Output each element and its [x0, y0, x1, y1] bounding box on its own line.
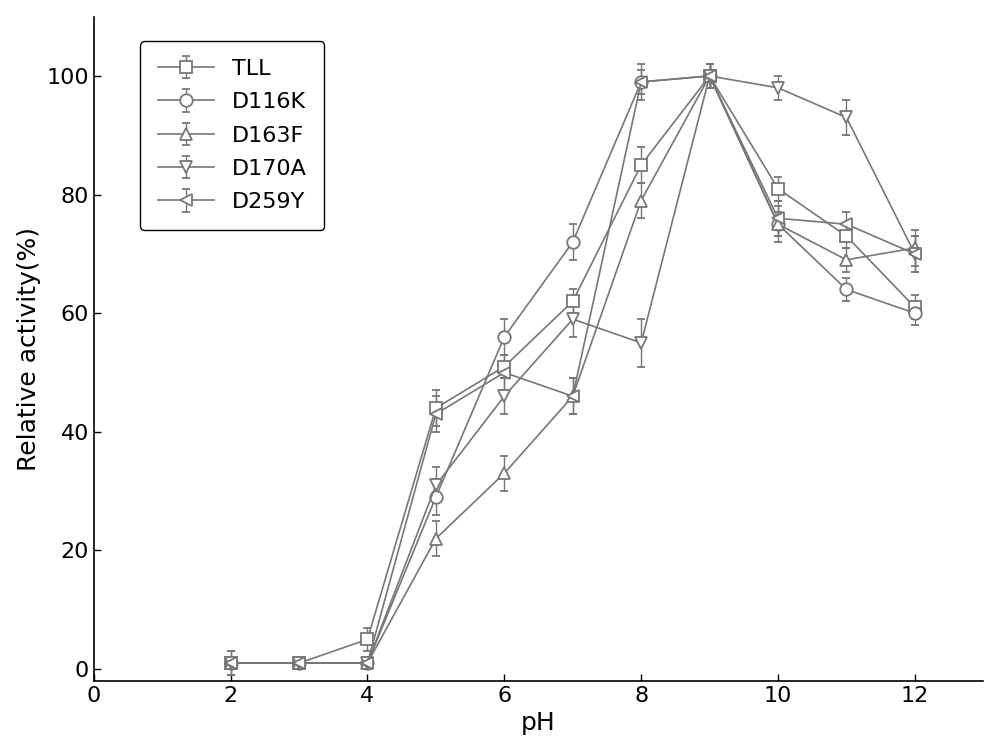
- X-axis label: pH: pH: [521, 711, 556, 735]
- Legend: TLL, D116K, D163F, D170A, D259Y: TLL, D116K, D163F, D170A, D259Y: [140, 41, 324, 230]
- Y-axis label: Relative activity(%): Relative activity(%): [17, 227, 41, 471]
